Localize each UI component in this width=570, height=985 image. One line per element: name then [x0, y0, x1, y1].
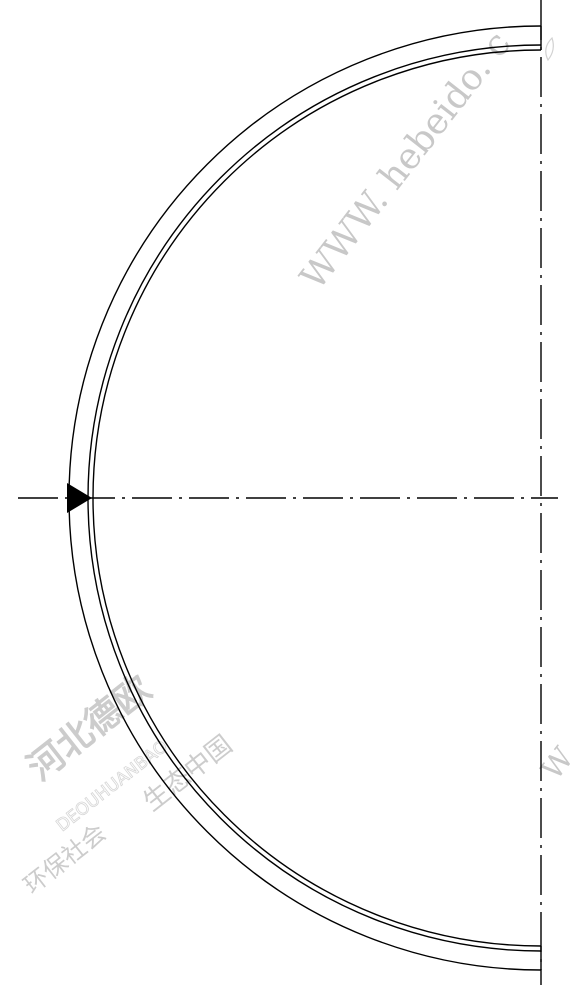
- inner-arc-inner-line: [92, 49, 542, 947]
- centerlines: [18, 0, 558, 985]
- watermark-url-lower: W: [535, 741, 570, 787]
- direction-arrow-icon: [67, 483, 92, 513]
- watermark-leaf-mark: [545, 36, 554, 62]
- watermark-layer: WWW. hebeido. c W 河北德欧 DEOUHUANBAO 环保社会 …: [18, 24, 570, 900]
